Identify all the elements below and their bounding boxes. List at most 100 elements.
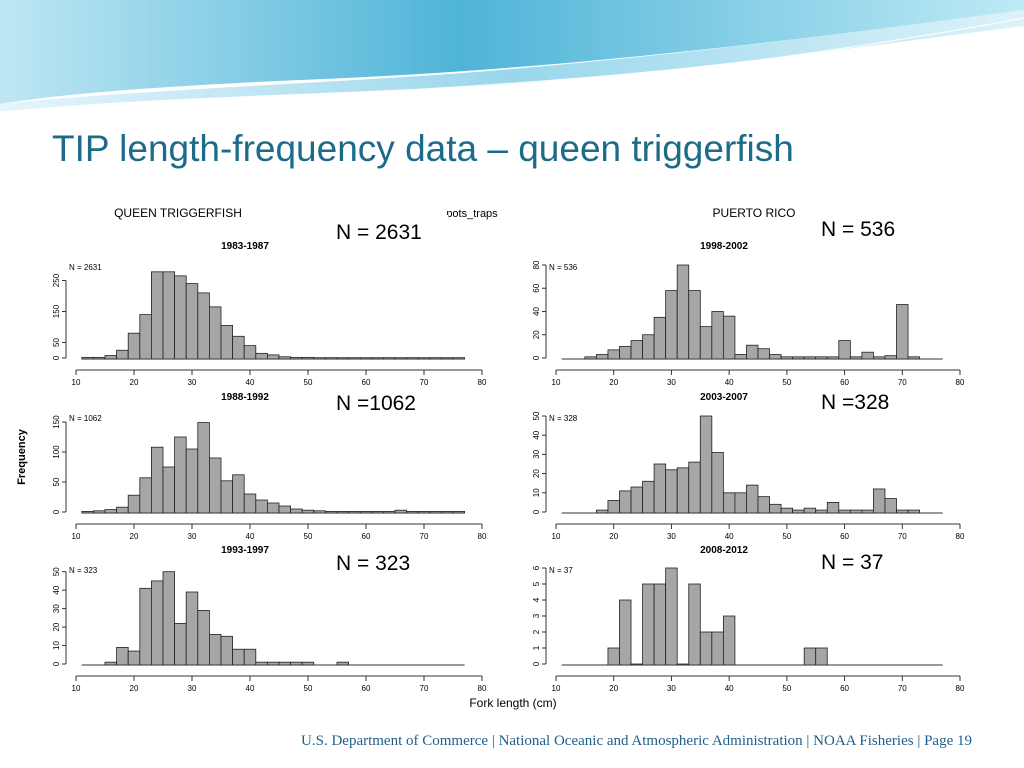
x-tick-label: 70 — [420, 684, 429, 693]
y-tick-label: 0 — [52, 355, 61, 360]
n-callout-text: N = 536 — [821, 218, 895, 241]
histogram-bar — [220, 635, 234, 666]
histogram-bar — [301, 356, 315, 360]
x-tick-label: 20 — [609, 684, 618, 693]
panel-title: 2008-2012 — [700, 545, 748, 556]
histogram-bar — [406, 357, 419, 360]
x-tick-label: 10 — [552, 378, 561, 387]
n-callout-text: N = 37 — [821, 551, 883, 574]
histogram-bar — [278, 661, 292, 666]
n-callout-box — [818, 545, 943, 583]
x-tick-label: 40 — [246, 532, 255, 541]
histogram-bar — [665, 567, 678, 666]
histogram-bar — [711, 631, 724, 666]
histogram-bar — [301, 509, 315, 514]
histogram-bar — [232, 474, 245, 514]
y-tick-label: 50 — [532, 411, 541, 420]
histogram-bar — [266, 661, 280, 666]
n-callout-text: N = 323 — [336, 552, 410, 575]
n-callout-text: N =1062 — [336, 392, 416, 415]
x-tick-label: 30 — [667, 532, 676, 541]
histogram-bar — [849, 509, 863, 514]
histogram-bar — [162, 271, 176, 360]
histogram-bar — [815, 509, 828, 514]
histogram-bar — [174, 622, 187, 666]
histogram-bar — [722, 615, 736, 666]
histogram-bar — [803, 356, 817, 360]
histogram-bar — [359, 357, 373, 360]
histogram-bar — [208, 634, 222, 666]
histogram-bar — [769, 354, 782, 360]
histogram-bar — [826, 356, 840, 360]
histogram-bar — [584, 356, 597, 360]
y-tick-label: 50 — [52, 477, 61, 486]
histogram-bar — [757, 496, 770, 514]
x-tick-label: 20 — [609, 532, 618, 541]
histogram-bar — [769, 503, 782, 514]
histogram-bar — [313, 357, 326, 360]
histogram-bar — [382, 510, 396, 514]
histogram-bar — [417, 357, 431, 360]
y-tick-label: 5 — [532, 581, 541, 586]
histogram-bar — [619, 599, 632, 666]
y-tick-label: 0 — [52, 509, 61, 514]
x-tick-label: 10 — [552, 684, 561, 693]
histogram-bar — [150, 580, 164, 666]
y-tick-label: 4 — [532, 597, 541, 602]
x-tick-label: 20 — [609, 378, 618, 387]
x-tick-label: 80 — [956, 378, 965, 387]
x-tick-label: 80 — [478, 378, 487, 387]
x-tick-label: 80 — [956, 532, 965, 541]
x-tick-label: 30 — [667, 684, 676, 693]
histogram-bar — [630, 663, 643, 666]
panel-n-label: N = 323 — [69, 566, 98, 575]
histogram-bar — [711, 452, 724, 514]
panel-n-label: N = 1062 — [69, 414, 102, 423]
y-tick-label: 150 — [52, 415, 61, 429]
x-tick-label: 30 — [188, 378, 197, 387]
y-tick-label: 50 — [52, 338, 61, 347]
histogram-bar — [722, 492, 736, 514]
histogram-bar — [676, 467, 690, 514]
histogram-bar — [232, 648, 245, 666]
histogram-bar — [150, 446, 164, 514]
histogram-bar — [104, 355, 118, 360]
n-callout-box — [818, 212, 940, 249]
y-tick-label: 10 — [52, 641, 61, 650]
x-tick-label: 40 — [246, 684, 255, 693]
histogram-bar — [394, 509, 408, 514]
histogram-bar — [220, 480, 234, 514]
histogram-bar — [722, 315, 736, 360]
panel-title: 1998-2002 — [700, 241, 748, 252]
x-tick-label: 50 — [304, 378, 313, 387]
histogram-bar — [440, 510, 454, 514]
histogram-bar — [440, 357, 454, 360]
x-tick-label: 40 — [725, 378, 734, 387]
histogram-bar — [665, 290, 678, 360]
x-tick-label: 50 — [782, 532, 791, 541]
n-callout-box — [818, 385, 948, 423]
histogram-bar — [452, 510, 466, 514]
histogram-bar — [382, 357, 396, 360]
histogram-bar — [699, 631, 713, 666]
x-tick-label: 20 — [130, 378, 139, 387]
x-tick-label: 60 — [840, 532, 849, 541]
histogram-bar — [607, 500, 620, 514]
x-axis-label: Fork length (cm) — [469, 696, 556, 710]
histogram-bar — [746, 484, 759, 514]
histogram-bar — [596, 354, 609, 360]
x-tick-label: 60 — [840, 684, 849, 693]
x-tick-label: 80 — [478, 532, 487, 541]
histogram-bar — [429, 510, 442, 514]
y-tick-label: 30 — [532, 449, 541, 458]
x-tick-label: 60 — [362, 532, 371, 541]
histogram-bar — [220, 325, 234, 360]
n-callout-text: N =328 — [821, 391, 889, 414]
histogram-bar — [116, 349, 129, 360]
histogram-bar — [838, 509, 851, 514]
histogram-bar — [907, 509, 920, 514]
histogram-bar — [290, 508, 303, 514]
histogram-bar — [150, 271, 164, 360]
histogram-bar — [336, 357, 350, 360]
histogram-bar — [642, 583, 655, 666]
